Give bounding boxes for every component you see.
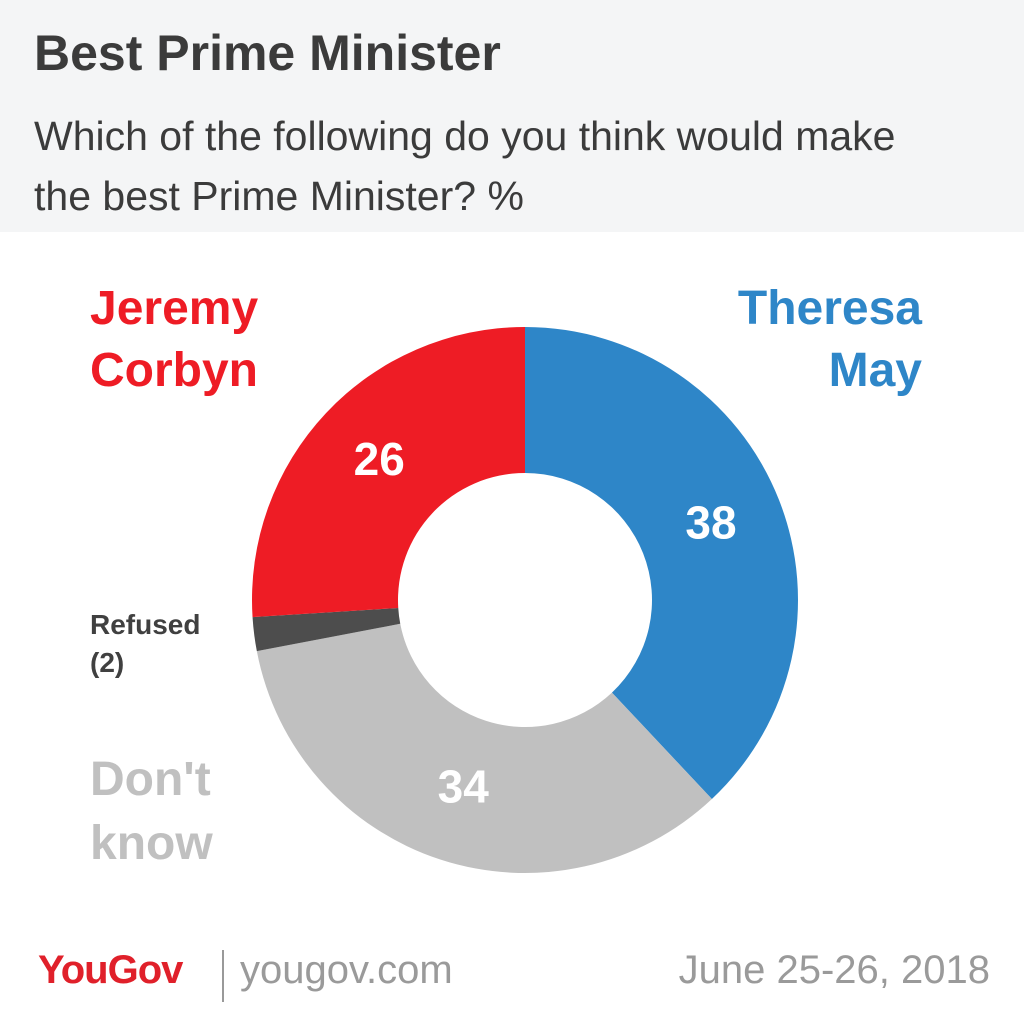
- date: June 25-26, 2018: [678, 948, 990, 992]
- divider: [222, 950, 224, 1002]
- donut-segment: [525, 327, 798, 800]
- donut-segment: [256, 623, 712, 873]
- donut-segment: [252, 607, 401, 652]
- url: yougov.com: [240, 948, 453, 992]
- category-label: Theresa May: [662, 278, 922, 402]
- category-label: Refused (2): [90, 606, 290, 682]
- chart-title: Best Prime Minister: [34, 25, 501, 81]
- header: Best Prime Minister Which of the followi…: [0, 0, 1024, 232]
- value-label: (2): [90, 647, 125, 678]
- value-label: 38: [685, 497, 736, 549]
- category-name: Don't know: [90, 753, 213, 870]
- category-name: Refused: [90, 609, 201, 640]
- brand: YouGov: [38, 948, 183, 992]
- category-name: Jeremy Corbyn: [90, 282, 259, 397]
- value-label: 34: [438, 760, 490, 812]
- category-name: Theresa May: [737, 282, 922, 397]
- donut-segment: [251, 327, 525, 618]
- chart-subtitle: Which of the following do you think woul…: [34, 113, 896, 219]
- value-label: 26: [354, 433, 405, 485]
- category-label: Jeremy Corbyn: [90, 278, 290, 402]
- category-label: Don't know: [90, 748, 290, 876]
